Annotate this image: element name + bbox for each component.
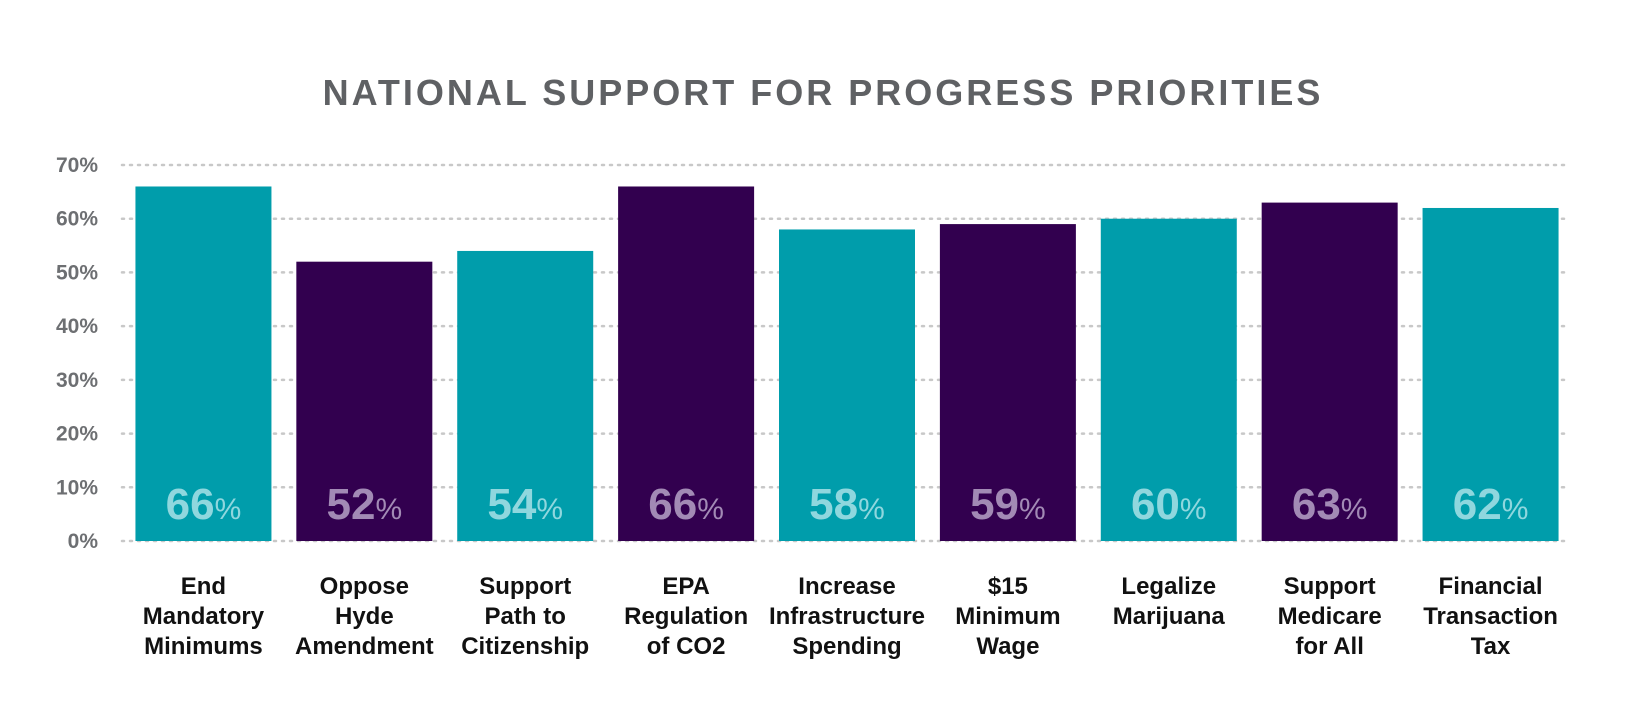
value-label-2: 54% — [487, 480, 563, 529]
y-axis-ticks: 0% 10% 20% 30% 40% 50% 60% 70% — [56, 154, 98, 553]
y-tick-label: 10% — [56, 476, 98, 499]
category-label-4: Increase Infrastructure Spending — [769, 573, 925, 660]
value-percent-sign: % — [1180, 493, 1207, 526]
y-tick-label: 30% — [56, 369, 98, 392]
bar-5 — [939, 224, 1076, 542]
y-tick-label: 0% — [68, 530, 99, 553]
category-label-2: Support Path to Citizenship — [461, 573, 589, 660]
value-label-4: 58% — [809, 480, 885, 529]
y-tick-label: 60% — [56, 208, 98, 231]
value-number: 54 — [487, 480, 536, 529]
bar-6 — [1100, 218, 1237, 541]
value-label-8: 62% — [1453, 480, 1529, 529]
bar-1 — [296, 261, 433, 541]
chart-title: NATIONAL SUPPORT FOR PROGRESS PRIORITIES — [322, 72, 1324, 113]
value-label-7: 63% — [1292, 480, 1368, 529]
value-percent-sign: % — [697, 493, 724, 526]
value-label-5: 59% — [970, 480, 1046, 529]
value-percent-sign: % — [1341, 493, 1368, 526]
value-label-1: 52% — [327, 480, 403, 529]
value-percent-sign: % — [1502, 493, 1529, 526]
bar-7 — [1261, 202, 1398, 541]
value-percent-sign: % — [858, 493, 885, 526]
category-label-6: Legalize Marijuana — [1113, 573, 1226, 630]
value-label-3: 66% — [648, 480, 724, 529]
category-label-8: Financial Transaction Tax — [1423, 573, 1558, 660]
category-label-5: $15 Minimum Wage — [955, 573, 1060, 660]
y-tick-label: 70% — [56, 154, 98, 177]
value-number: 59 — [970, 480, 1019, 529]
category-label-1: Oppose Hyde Amendment — [295, 573, 434, 660]
bar-2 — [457, 250, 594, 541]
value-percent-sign: % — [536, 493, 563, 526]
value-number: 58 — [809, 480, 858, 529]
value-number: 62 — [1453, 480, 1502, 529]
category-label-7: Support Medicare for All — [1278, 573, 1382, 660]
value-number: 66 — [166, 480, 215, 529]
value-labels: 66% 52% 54% 66% 58% 59% 60% 63% 62% — [166, 480, 1529, 529]
bar-3 — [618, 186, 755, 541]
value-number: 52 — [327, 480, 376, 529]
y-tick-label: 50% — [56, 261, 98, 284]
y-tick-label: 20% — [56, 423, 98, 446]
y-tick-label: 40% — [56, 315, 98, 338]
category-label-0: End Mandatory Minimums — [143, 573, 265, 660]
value-label-0: 66% — [166, 480, 242, 529]
value-percent-sign: % — [1019, 493, 1046, 526]
value-percent-sign: % — [215, 493, 242, 526]
value-number: 63 — [1292, 480, 1341, 529]
bars — [135, 186, 1559, 542]
value-label-6: 60% — [1131, 480, 1207, 529]
value-percent-sign: % — [375, 493, 402, 526]
value-number: 60 — [1131, 480, 1180, 529]
bar-4 — [779, 229, 915, 541]
bar-8 — [1422, 207, 1559, 541]
bar-0 — [135, 186, 272, 541]
x-axis-labels: End Mandatory Minimums Oppose Hyde Amendment S… — [143, 573, 1558, 660]
value-number: 66 — [648, 480, 697, 529]
category-label-3: EPA Regulation of CO2 — [624, 573, 748, 660]
